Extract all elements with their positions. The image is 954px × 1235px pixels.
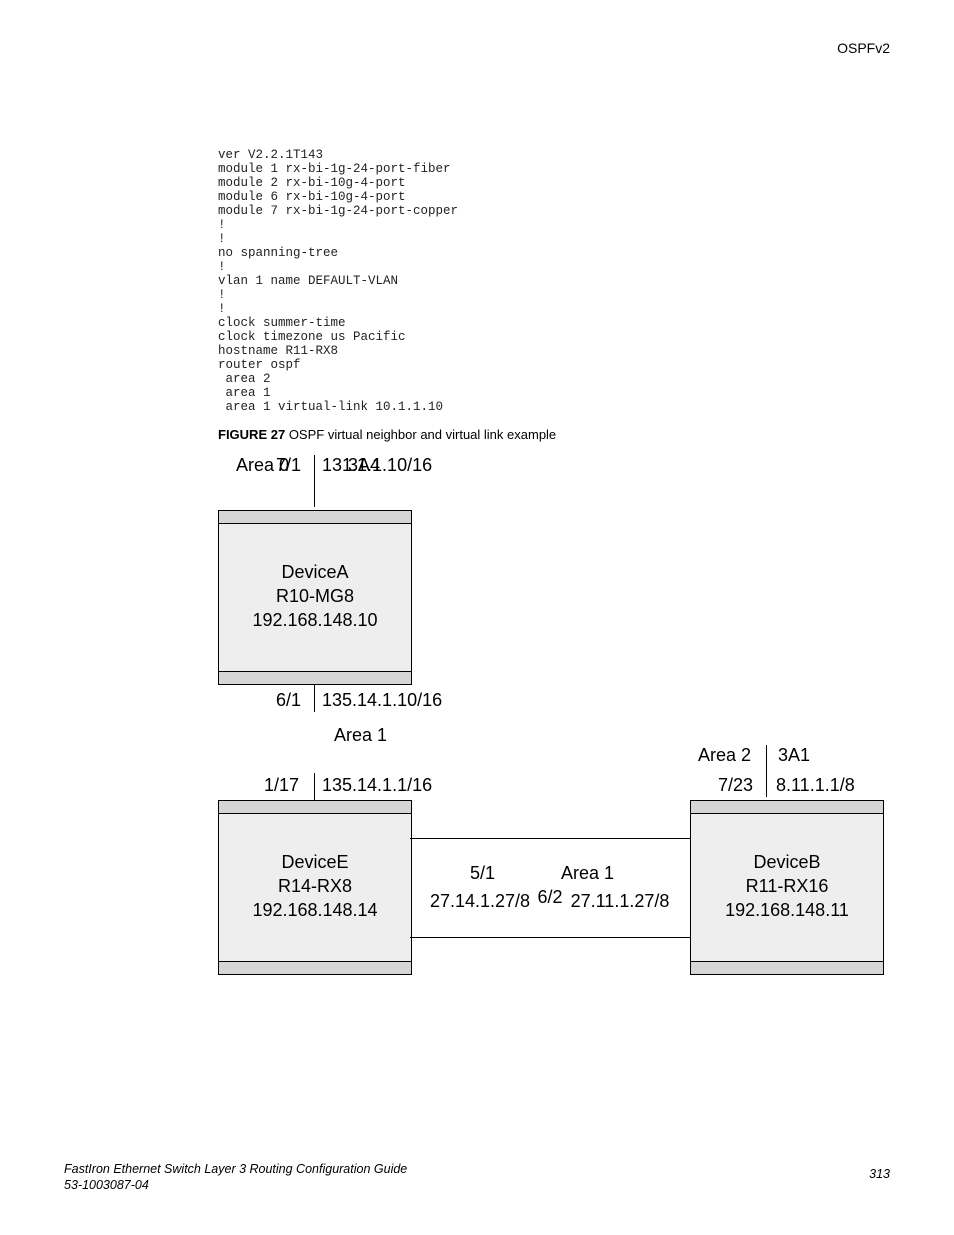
area-label: Area 1 (334, 725, 387, 746)
device-model: R14-RX8 (219, 874, 411, 898)
footer-doc-num: 53-1003087-04 (64, 1177, 407, 1193)
area-id: 3A1 (778, 745, 810, 766)
ip-label: 27.11.1.27/8 (553, 889, 688, 913)
divider-line (314, 685, 315, 712)
config-code-block: ver V2.2.1T143 module 1 rx-bi-1g-24-port… (218, 148, 458, 414)
area-label: Area 2 (698, 745, 751, 766)
device-band (219, 961, 411, 975)
port-label: 7/23 (718, 775, 753, 796)
ip-label: 131.1.1.10/16 (322, 455, 432, 476)
link-area1: 5/1 Area 1 6/2 27.14.1.27/8 27.11.1.27/8 (410, 838, 690, 938)
port-label: 6/1 (276, 690, 301, 711)
device-band (219, 671, 411, 685)
network-diagram: Area 0 3A4 7/1 131.1.1.10/16 DeviceA R10… (218, 455, 890, 1015)
device-model: R11-RX16 (691, 874, 883, 898)
divider-line (766, 745, 767, 797)
port-label: 5/1 (447, 861, 517, 885)
divider-line (314, 455, 315, 507)
ip-label: 27.14.1.27/8 (412, 889, 547, 913)
device-band (691, 961, 883, 975)
device-text: DeviceE R14-RX8 192.168.148.14 (219, 850, 411, 922)
device-text: DeviceB R11-RX16 192.168.148.11 (691, 850, 883, 922)
footer-page-number: 313 (869, 1167, 890, 1181)
header-section: OSPFv2 (837, 40, 890, 56)
device-ip: 192.168.148.11 (691, 898, 883, 922)
ip-label: 135.14.1.10/16 (322, 690, 442, 711)
figure-text: OSPF virtual neighbor and virtual link e… (289, 427, 556, 442)
figure-caption: FIGURE 27 OSPF virtual neighbor and virt… (218, 427, 556, 442)
area-label: Area 1 (523, 861, 653, 885)
ip-label: 8.11.1.1/8 (776, 775, 855, 796)
device-a-box: DeviceA R10-MG8 192.168.148.10 (218, 510, 412, 685)
device-name: DeviceE (219, 850, 411, 874)
figure-label: FIGURE 27 (218, 427, 285, 442)
footer-left: FastIron Ethernet Switch Layer 3 Routing… (64, 1161, 407, 1193)
device-name: DeviceB (691, 850, 883, 874)
device-name: DeviceA (219, 560, 411, 584)
port-label: 1/17 (264, 775, 299, 796)
device-b-box: DeviceB R11-RX16 192.168.148.11 (690, 800, 884, 975)
device-model: R10-MG8 (219, 584, 411, 608)
device-band (219, 510, 411, 524)
footer-doc-title: FastIron Ethernet Switch Layer 3 Routing… (64, 1161, 407, 1177)
divider-line (314, 773, 315, 800)
port-label: 7/1 (276, 455, 301, 476)
device-ip: 192.168.148.14 (219, 898, 411, 922)
device-band (691, 800, 883, 814)
device-e-box: DeviceE R14-RX8 192.168.148.14 (218, 800, 412, 975)
link-row: 27.14.1.27/8 27.11.1.27/8 (410, 889, 690, 913)
device-ip: 192.168.148.10 (219, 608, 411, 632)
page: OSPFv2 ver V2.2.1T143 module 1 rx-bi-1g-… (0, 0, 954, 1235)
device-text: DeviceA R10-MG8 192.168.148.10 (219, 560, 411, 632)
ip-label: 135.14.1.1/16 (322, 775, 432, 796)
device-band (219, 800, 411, 814)
